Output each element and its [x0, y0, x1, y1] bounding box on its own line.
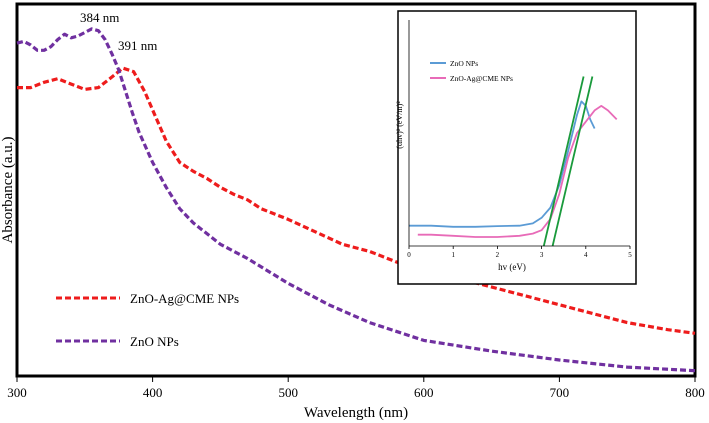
main-y-axis-label: Absorbance (a.u.) [0, 136, 16, 243]
inset-x-tick-label-5: 5 [628, 251, 632, 259]
main-x-axis-label: Wavelength (nm) [304, 405, 408, 421]
inset-series-line-fit-line-2 [551, 76, 594, 247]
inset-x-ticks: 0 1 2 3 4 5 [407, 246, 632, 259]
series-line-zno-nps [16, 27, 696, 373]
main-legend: ZnO-Ag@CME NPs ZnO NPs [56, 291, 239, 349]
x-tick-label-500: 500 [278, 385, 298, 400]
x-tick-label-600: 600 [414, 385, 434, 400]
x-tick-label-700: 700 [550, 385, 570, 400]
main-series-layer [16, 27, 696, 373]
inset-series-layer [409, 76, 618, 247]
inset-series-line-zno-nps [409, 100, 596, 228]
inset-legend: ZnO NPs ZnO-Ag@CME NPs [430, 59, 513, 83]
annotation-391nm: 391 nm [118, 38, 157, 53]
inset-x-tick-label-0: 0 [407, 251, 411, 259]
x-tick-label-400: 400 [143, 385, 163, 400]
series-line-zno-ag-cme-nps [17, 66, 696, 335]
inset-chart: 0 1 2 3 4 5 hv (eV) (αhv)² (eV/m)² ZnO NPs Zn… [395, 10, 637, 285]
x-tick-label-300: 300 [7, 385, 27, 400]
main-plot-frame [15, 2, 697, 378]
inset-x-tick-label-4: 4 [584, 251, 588, 259]
main-x-ticks: 300 400 500 600 700 800 [7, 376, 705, 400]
inset-series-line-fit-line-1 [542, 76, 585, 247]
inset-legend-label-zno: ZnO NPs [450, 59, 478, 68]
inset-x-tick-label-1: 1 [451, 251, 455, 259]
inset-y-axis-label: (αhv)² (eV/m)² [395, 101, 404, 149]
annotation-384nm: 384 nm [80, 10, 119, 25]
inset-x-tick-label-3: 3 [540, 251, 544, 259]
inset-x-tick-label-2: 2 [496, 251, 500, 259]
inset-frame [397, 10, 637, 285]
x-tick-label-800: 800 [685, 385, 705, 400]
inset-x-axis-label: hv (eV) [498, 262, 526, 272]
legend-label-zno: ZnO NPs [130, 334, 179, 349]
inset-legend-label-zno-ag: ZnO-Ag@CME NPs [450, 74, 513, 83]
legend-label-zno-ag: ZnO-Ag@CME NPs [130, 291, 239, 306]
